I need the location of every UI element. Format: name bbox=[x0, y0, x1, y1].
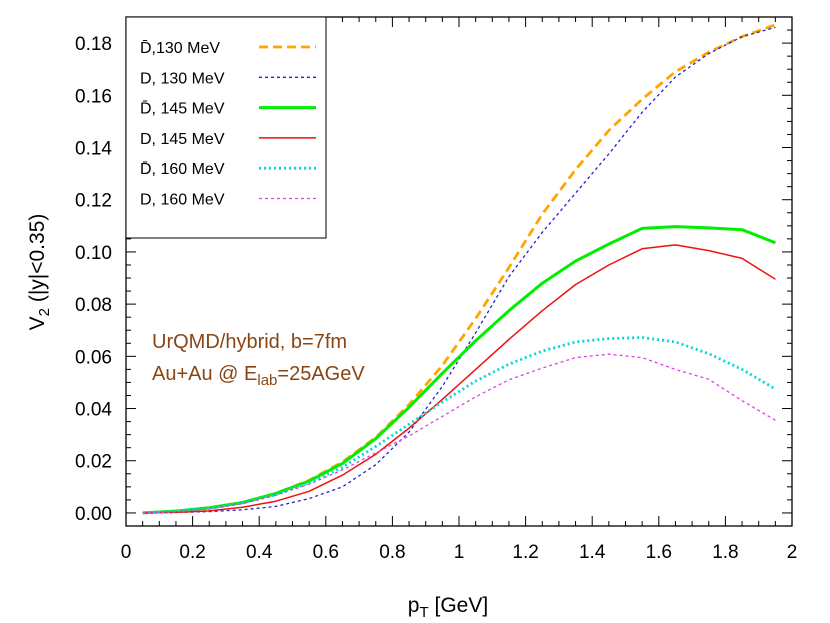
y-tick-label: 0.08 bbox=[75, 295, 112, 316]
legend-label-d-145: D, 145 MeV bbox=[140, 131, 225, 148]
legend-label-dbar-160: D̄, 160 MeV bbox=[140, 161, 225, 178]
y-tick-label: 0.16 bbox=[75, 86, 112, 107]
plot-frame bbox=[125, 16, 793, 527]
x-tick-label: 0.8 bbox=[379, 542, 405, 563]
x-tick-label: 1.6 bbox=[646, 542, 672, 563]
series-line-d-130 bbox=[142, 26, 776, 514]
x-axis-title: pT [GeV] bbox=[408, 594, 488, 621]
x-tick-label: 0.4 bbox=[246, 542, 273, 563]
y-tick-label: 0.00 bbox=[75, 504, 112, 525]
y-axis-title: V2 (|y|<0.35) bbox=[26, 214, 53, 331]
y-tick-label: 0.04 bbox=[75, 400, 112, 421]
x-tick-label: 0.6 bbox=[313, 542, 339, 563]
y-tick-label: 0.14 bbox=[75, 139, 112, 160]
legend-box bbox=[125, 16, 327, 239]
legend: D̄,130 MeV D, 130 MeV D̄, 145 MeV D, 145 Me… bbox=[125, 16, 327, 239]
annotation-model: UrQMD/hybrid, b=7fm bbox=[152, 331, 347, 353]
x-tick-label: 1.8 bbox=[712, 542, 738, 563]
legend-label-d-160: D, 160 MeV bbox=[140, 192, 225, 209]
x-tick-label: 1.2 bbox=[512, 542, 538, 563]
x-tick-label: 2 bbox=[787, 542, 798, 563]
series-line-d-160 bbox=[142, 353, 776, 514]
series-line-d-145 bbox=[142, 244, 776, 514]
annotation-system: Au+Au @ Elab=25AGeV bbox=[152, 363, 365, 389]
series-layer bbox=[142, 23, 777, 515]
x-tick-label: 0.2 bbox=[179, 542, 205, 563]
x-tick-label: 0 bbox=[121, 542, 132, 563]
y-tick-label: 0.02 bbox=[75, 452, 112, 473]
legend-label-d-130: D, 130 MeV bbox=[140, 70, 225, 87]
y-tick-label: 0.10 bbox=[75, 243, 112, 264]
y-tick-label: 0.12 bbox=[75, 191, 112, 212]
series-line-dbar-160 bbox=[142, 336, 777, 515]
legend-label-dbar-130: D̄,130 MeV bbox=[140, 40, 220, 57]
y-tick-label: 0.18 bbox=[75, 34, 112, 55]
x-tick-label: 1 bbox=[454, 542, 465, 563]
legend-label-dbar-145: D̄, 145 MeV bbox=[140, 100, 225, 117]
x-tick-label: 1.4 bbox=[579, 542, 606, 563]
y-tick-label: 0.06 bbox=[75, 347, 112, 368]
